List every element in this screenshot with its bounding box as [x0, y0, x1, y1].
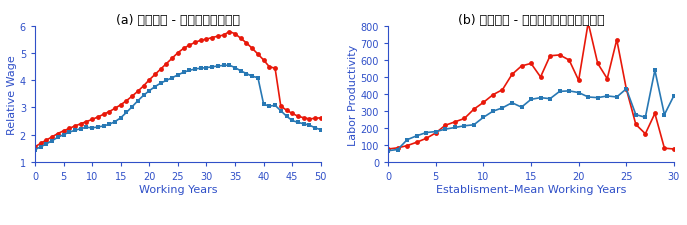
Title: (a) 就業年数 - 賃金プロファイル: (a) 就業年数 - 賃金プロファイル	[116, 14, 240, 27]
X-axis label: Working Years: Working Years	[139, 184, 217, 194]
Y-axis label: Relative Wage: Relative Wage	[7, 55, 17, 134]
X-axis label: Establisment–Mean Working Years: Establisment–Mean Working Years	[436, 184, 627, 194]
Title: (b) 就業年数 - 労働生産性プロファイル: (b) 就業年数 - 労働生産性プロファイル	[458, 14, 605, 27]
Y-axis label: Labor Productivity: Labor Productivity	[348, 44, 358, 145]
